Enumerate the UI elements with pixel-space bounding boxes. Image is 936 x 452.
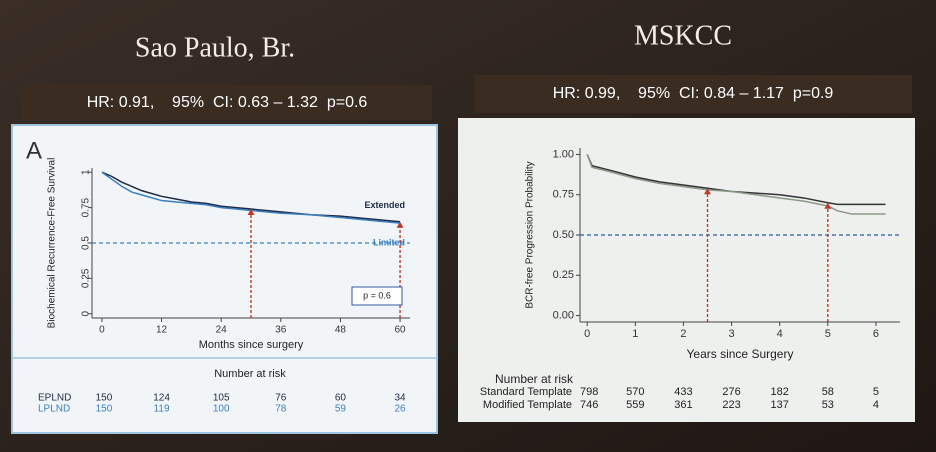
x-axis-label: Months since surgery — [199, 339, 304, 351]
at-risk-value: 559 — [626, 399, 644, 411]
at-risk-value: 433 — [674, 386, 692, 398]
at-risk-value: 60 — [335, 393, 347, 404]
at-risk-value: 570 — [626, 386, 644, 398]
series-label: Limited — [373, 238, 405, 248]
x-tick-label: 4 — [777, 328, 783, 340]
at-risk-value: 124 — [153, 393, 170, 404]
at-risk-name: Modified Template — [483, 399, 572, 411]
at-risk-value: 59 — [335, 404, 347, 415]
y-axis-label: Biochemical Recurrence-Free Survival — [47, 158, 58, 329]
at-risk-name: EPLND — [38, 393, 71, 404]
x-tick-label: 3 — [729, 328, 735, 340]
at-risk-value: 746 — [580, 399, 598, 411]
at-risk-value: 78 — [275, 404, 287, 415]
x-tick-label: 1 — [632, 328, 638, 340]
at-risk-value: 105 — [213, 393, 230, 404]
at-risk-value: 34 — [395, 393, 407, 404]
arrow-head — [704, 188, 712, 195]
hr-bar — [22, 85, 432, 120]
y-tick-label: 1 — [81, 169, 92, 175]
x-tick-label: 5 — [825, 328, 831, 340]
at-risk-value: 150 — [96, 404, 113, 415]
y-tick-label: 0 — [81, 311, 92, 317]
at-risk-value: 119 — [154, 404, 170, 415]
y-tick-label: 0.75 — [553, 189, 574, 201]
at-risk-value: 26 — [395, 404, 407, 415]
at-risk-value: 58 — [822, 386, 834, 398]
at-risk-value: 182 — [771, 386, 789, 398]
y-tick-label: 0.75 — [81, 197, 92, 217]
at-risk-value: 276 — [722, 386, 740, 398]
arrow-head — [824, 202, 832, 209]
x-tick-label: 6 — [873, 328, 879, 340]
panel-label: A — [26, 137, 42, 164]
at-risk-name: Standard Template — [480, 386, 572, 398]
annotation: p = 0.6 — [363, 290, 391, 300]
arrow-head — [247, 209, 255, 216]
series-label: Extended — [365, 200, 406, 210]
x-tick-label: 60 — [395, 325, 407, 336]
x-tick-label: 0 — [584, 328, 590, 340]
x-tick-label: 12 — [156, 325, 168, 336]
y-tick-label: 0.5 — [81, 236, 92, 250]
x-tick-label: 36 — [275, 325, 287, 336]
at-risk-value: 100 — [213, 404, 230, 415]
chart-title: Sao Paulo, Br. — [135, 32, 295, 63]
at-risk-value: 53 — [822, 399, 834, 411]
x-tick-label: 48 — [335, 325, 347, 336]
annotation-box — [351, 286, 403, 306]
x-axis-label: Years since Surgery — [687, 347, 794, 361]
at-risk-value: 137 — [771, 399, 789, 411]
at-risk-value: 4 — [873, 399, 879, 411]
at-risk-title: Number at risk — [214, 368, 286, 380]
y-tick-label: 1.00 — [553, 148, 574, 160]
y-tick-label: 0.00 — [553, 309, 574, 321]
chart-title: MSKCC — [634, 20, 732, 51]
at-risk-value: 798 — [580, 386, 598, 398]
y-tick-label: 0.50 — [553, 229, 574, 241]
y-tick-label: 0.25 — [553, 269, 574, 281]
y-tick-label: 0.25 — [81, 268, 92, 288]
at-risk-value: 150 — [96, 393, 113, 404]
x-tick-label: 0 — [99, 325, 105, 336]
at-risk-title: Number at risk — [495, 372, 574, 386]
x-tick-label: 24 — [216, 325, 228, 336]
survival-curve — [586, 154, 886, 215]
survival-curve — [586, 154, 886, 206]
hr-bar — [475, 75, 912, 113]
arrow-head — [396, 221, 404, 228]
x-tick-label: 2 — [680, 328, 686, 340]
chart-subtitle: HR: 0.91, 95% CI: 0.63 – 1.32 p=0.6 — [87, 94, 368, 111]
at-risk-value: 76 — [275, 393, 287, 404]
survival-curve — [101, 171, 401, 224]
chart-panel — [458, 118, 915, 422]
chart-panel — [11, 124, 438, 434]
at-risk-value: 223 — [722, 399, 740, 411]
at-risk-value: 5 — [873, 386, 879, 398]
y-axis-label: BCR-free Progression Probability — [525, 161, 536, 308]
at-risk-value: 361 — [674, 399, 692, 411]
at-risk-name: LPLND — [38, 404, 70, 415]
chart-subtitle: HR: 0.99, 95% CI: 0.84 – 1.17 p=0.9 — [553, 85, 834, 102]
